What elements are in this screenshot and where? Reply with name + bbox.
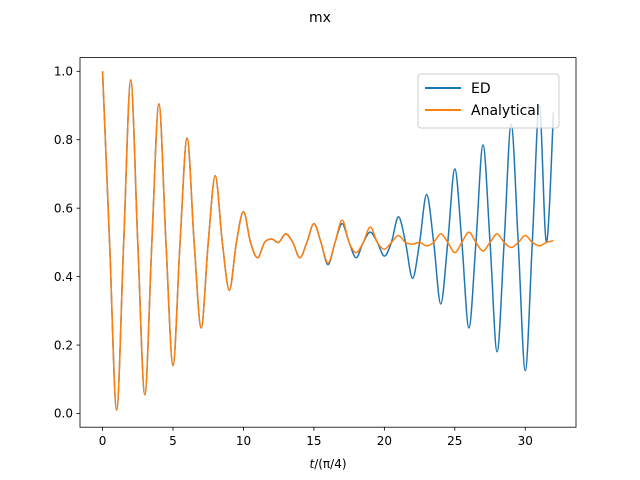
y-tick-label: 0.8	[54, 133, 73, 147]
x-axis-ticks: 0 5 10 15 20 25 30	[99, 427, 533, 448]
series-layer	[101, 71, 555, 411]
y-tick-label: 0.2	[54, 338, 73, 352]
axes-frame	[79, 57, 577, 428]
x-axis-label: t/(π/4)	[309, 457, 346, 471]
y-tick-label: 0.0	[54, 407, 73, 421]
x-tick-label: 0	[99, 434, 107, 448]
x-tick-label: 10	[236, 434, 251, 448]
x-tick-label: 20	[377, 434, 392, 448]
x-axis-label-unit: /(π/4)	[314, 457, 346, 471]
x-tick-label: 30	[518, 434, 533, 448]
y-axis-ticks: 0.0 0.2 0.4 0.6 0.8 1.0	[54, 64, 80, 421]
legend-label-ed: ED	[471, 81, 491, 97]
legend-label-analytical: Analytical	[471, 103, 540, 119]
chart-title: mx	[309, 10, 331, 26]
x-axis-label-variable: t	[309, 457, 315, 471]
x-tick-label: 15	[306, 434, 321, 448]
y-tick-label: 1.0	[54, 64, 73, 78]
y-tick-label: 0.6	[54, 201, 73, 215]
y-tick-label: 0.4	[54, 270, 73, 284]
series-line-analytical	[101, 71, 554, 411]
x-tick-label: 5	[169, 434, 177, 448]
x-tick-label: 25	[447, 434, 462, 448]
legend: ED Analytical	[417, 73, 560, 129]
